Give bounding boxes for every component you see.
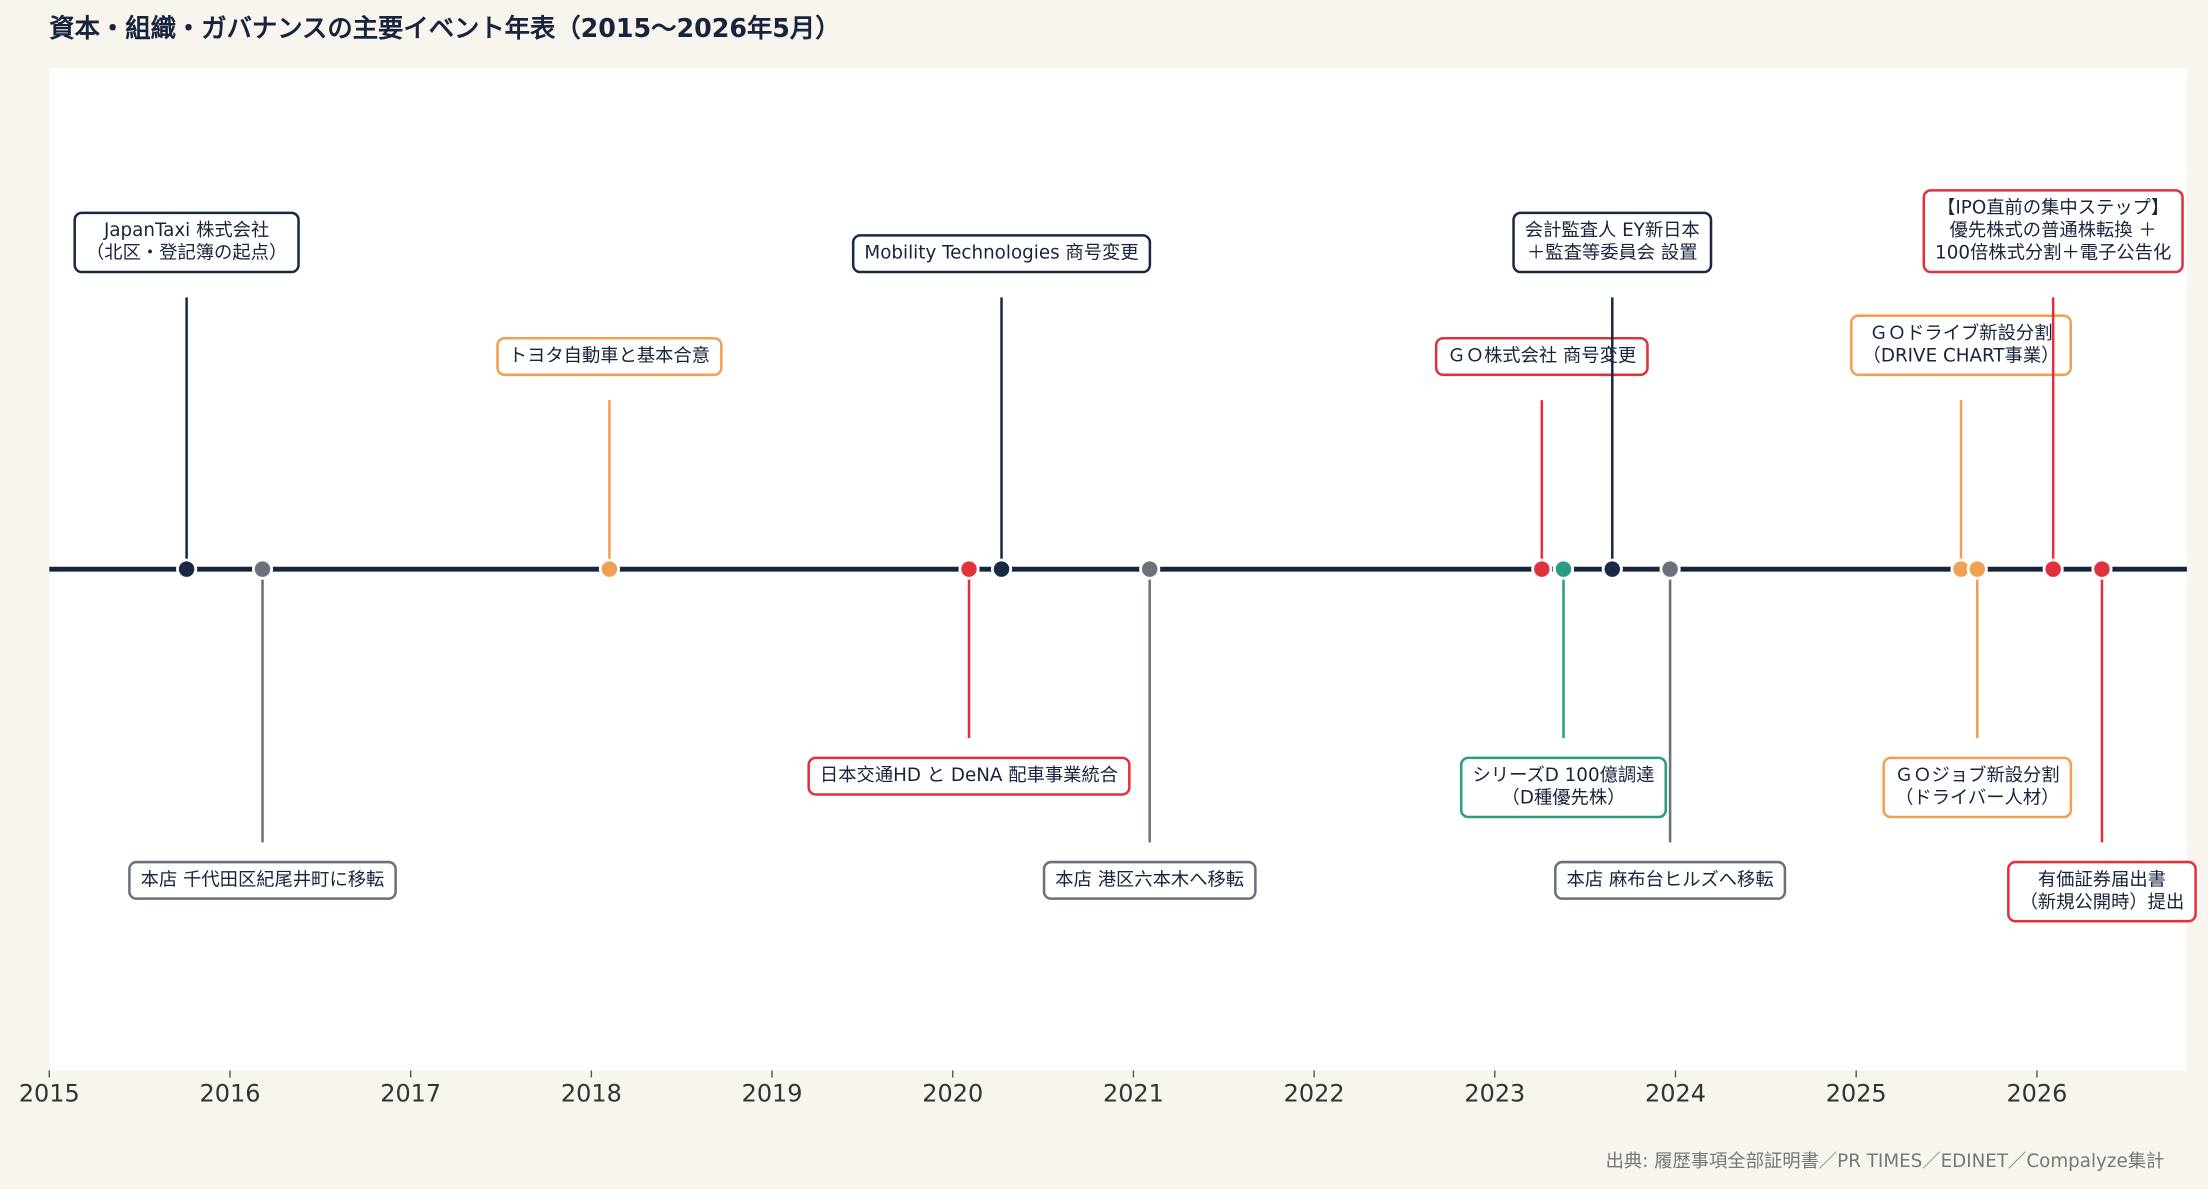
label-box <box>128 860 397 900</box>
event-marker <box>1139 558 1161 580</box>
label-text: （D種優先株） <box>1502 788 1626 809</box>
label-box <box>851 234 1152 274</box>
label-text: 日本交通HD と DeNA 配車事業統合 <box>820 765 1118 786</box>
event-label: シリーズD 100億調達（D種優先株） <box>1459 756 1668 819</box>
label-text: 100倍株式分割＋電子公告化 <box>1935 243 2171 264</box>
label-text: （新規公開時）提出 <box>2020 892 2185 913</box>
label-text: 会計監査人 EY新日本 <box>1525 220 1700 241</box>
label-box <box>2007 860 2197 923</box>
event-marker <box>251 558 274 580</box>
label-box <box>73 211 300 274</box>
label-text: 本店 港区六本木へ移転 <box>1055 869 1244 890</box>
label-box <box>1850 314 2072 377</box>
label-box <box>1554 860 1787 900</box>
label-box <box>1459 756 1668 819</box>
event-label: JapanTaxi 株式会社（北区・登記簿の起点） <box>73 211 300 274</box>
event-marker <box>598 558 620 580</box>
event-marker <box>990 558 1013 580</box>
x-tick-label: 2022 <box>1284 1079 1345 1107</box>
x-tick-label: 2016 <box>200 1079 261 1107</box>
x-tick-label: 2015 <box>19 1079 80 1107</box>
label-text: ＧＯジョブ新設分割 <box>1895 764 2060 786</box>
label-text: シリーズD 100億調達 <box>1472 765 1654 786</box>
label-text: 【IPO直前の集中ステップ】 <box>1937 198 2169 219</box>
label-text: 本店 千代田区紀尾井町に移転 <box>141 869 385 890</box>
event-label: ＧＯドライブ新設分割（DRIVE CHART事業） <box>1850 314 2072 377</box>
label-text: （ドライバー人材） <box>1895 788 2059 809</box>
label-text: トヨタ自動車と基本合意 <box>509 346 710 367</box>
event-label: 本店 港区六本木へ移転 <box>1042 860 1257 900</box>
event-marker <box>1531 558 1553 580</box>
label-box <box>1512 211 1713 274</box>
source-note: 出典: 履歴事項全部証明書／PR TIMES／EDINET／Compalyze集… <box>1606 1151 2165 1172</box>
label-box <box>1434 336 1649 377</box>
event-marker <box>1552 558 1575 580</box>
x-tick-label: 2018 <box>561 1079 622 1107</box>
label-box <box>807 756 1131 796</box>
x-tick-label: 2019 <box>742 1079 803 1107</box>
event-label: ＧＯ株式会社 商号変更 <box>1434 336 1649 377</box>
event-label: ＧＯジョブ新設分割（ドライバー人材） <box>1882 756 2073 819</box>
event-marker <box>1659 558 1681 580</box>
event-marker <box>958 558 980 580</box>
label-text: ＧＯ株式会社 商号変更 <box>1447 346 1636 367</box>
label-text: ＋監査等委員会 設置 <box>1527 243 1698 264</box>
event-label: 会計監査人 EY新日本＋監査等委員会 設置 <box>1512 211 1713 274</box>
event-label: 日本交通HD と DeNA 配車事業統合 <box>807 756 1131 796</box>
label-text: JapanTaxi 株式会社 <box>103 220 269 241</box>
x-tick-label: 2021 <box>1103 1079 1164 1107</box>
chart-title: 資本・組織・ガバナンスの主要イベント年表（2015〜2026年5月） <box>49 13 840 43</box>
event-label: 本店 麻布台ヒルズへ移転 <box>1554 860 1787 900</box>
event-label: 本店 千代田区紀尾井町に移転 <box>128 860 397 900</box>
event-marker <box>1601 558 1623 580</box>
label-box <box>1882 756 2073 819</box>
label-text: 有価証券届出書 <box>2038 869 2166 890</box>
event-label: 有価証券届出書（新規公開時）提出 <box>2007 860 2197 923</box>
x-tick-label: 2024 <box>1645 1079 1706 1107</box>
event-marker <box>2091 558 2113 580</box>
event-marker <box>2042 558 2064 580</box>
label-text: ＧＯドライブ新設分割 <box>1870 322 2053 344</box>
label-text: Mobility Technologies 商号変更 <box>864 243 1138 264</box>
label-text: 本店 麻布台ヒルズへ移転 <box>1567 869 1774 890</box>
label-box <box>496 336 723 377</box>
label-text: （北区・登記簿の起点） <box>86 243 287 264</box>
label-box <box>1922 189 2184 274</box>
x-tick-label: 2023 <box>1464 1079 1525 1107</box>
x-tick-label: 2020 <box>922 1079 983 1107</box>
x-tick-label: 2017 <box>380 1079 441 1107</box>
event-label: トヨタ自動車と基本合意 <box>496 336 723 377</box>
event-marker <box>1966 558 1988 580</box>
x-tick-label: 2025 <box>1826 1079 1887 1107</box>
event-label: Mobility Technologies 商号変更 <box>851 234 1152 274</box>
label-text: （DRIVE CHART事業） <box>1863 346 2060 367</box>
event-label: 【IPO直前の集中ステップ】優先株式の普通株転換 ＋100倍株式分割＋電子公告化 <box>1922 189 2184 274</box>
x-tick-label: 2026 <box>2006 1079 2067 1107</box>
event-marker <box>176 558 198 580</box>
label-text: 優先株式の普通株転換 ＋ <box>1950 220 2157 241</box>
label-box <box>1042 860 1257 900</box>
